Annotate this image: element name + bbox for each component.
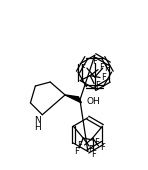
Text: F: F bbox=[74, 147, 79, 156]
Text: F: F bbox=[81, 64, 85, 73]
Text: F: F bbox=[100, 63, 104, 72]
Text: F: F bbox=[100, 143, 105, 152]
Text: OH: OH bbox=[87, 97, 101, 106]
Text: F: F bbox=[88, 146, 92, 155]
Text: F: F bbox=[104, 64, 109, 73]
Text: F: F bbox=[91, 150, 96, 159]
Polygon shape bbox=[65, 95, 81, 103]
Text: F: F bbox=[95, 138, 99, 147]
Text: F: F bbox=[102, 73, 106, 82]
Text: H: H bbox=[34, 123, 41, 132]
Text: N: N bbox=[34, 116, 41, 125]
Text: F: F bbox=[96, 81, 100, 90]
Text: F: F bbox=[77, 141, 82, 150]
Text: F: F bbox=[92, 57, 97, 66]
